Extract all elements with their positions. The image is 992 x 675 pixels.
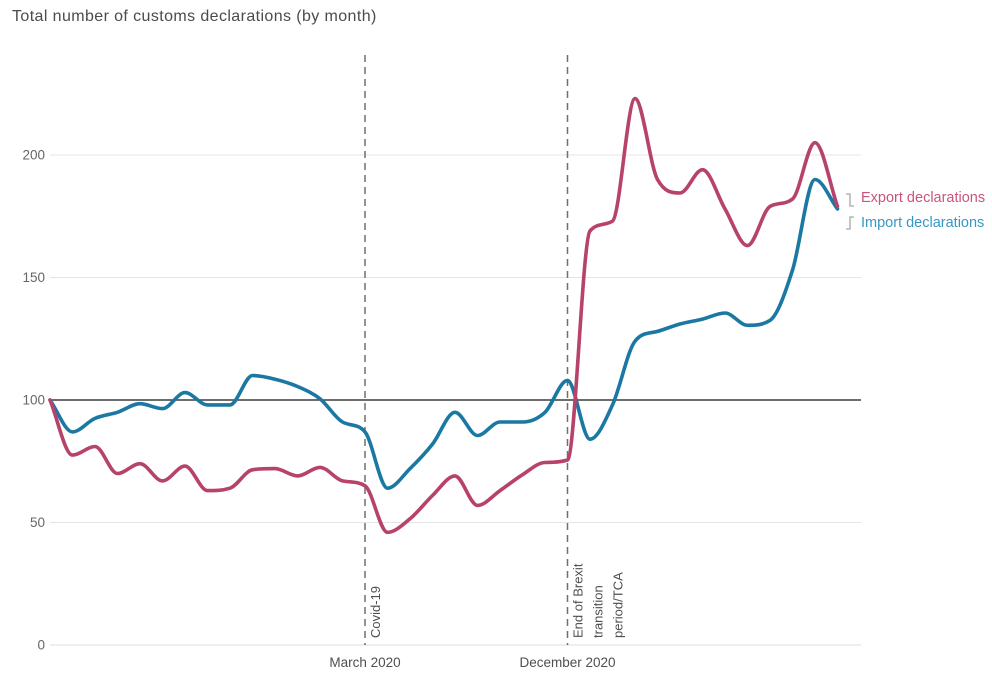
import-legend-bracket xyxy=(846,216,854,230)
export-legend-label: Export declarations xyxy=(861,190,985,206)
export-legend-bracket xyxy=(846,193,854,207)
chart-title: Total number of customs declarations (by… xyxy=(12,8,377,25)
import-declarations-line xyxy=(48,177,840,490)
event-annotations: March 2020 Covid-19 December 2020 End of Br… xyxy=(329,55,626,670)
legend: Export declarations Import declarations xyxy=(846,190,985,231)
y-axis-tick-label: 50 xyxy=(30,515,45,530)
y-axis-tick-label: 200 xyxy=(22,148,45,163)
event-annotation-label: transition xyxy=(591,585,606,638)
x-axis-label: December 2020 xyxy=(519,655,615,670)
import-legend-label: Import declarations xyxy=(861,215,984,231)
event-annotation-label: End of Brexit xyxy=(571,563,586,638)
y-axis-tick-label: 150 xyxy=(22,270,45,285)
event-annotation-label: Covid-19 xyxy=(368,586,383,638)
event-annotation-label: period/TCA xyxy=(611,572,626,638)
y-axis-tick-label: 100 xyxy=(22,393,45,408)
y-axis-tick-labels: 0 50 100 150 200 xyxy=(22,148,45,653)
x-axis-label: March 2020 xyxy=(329,655,400,670)
export-declarations-line xyxy=(48,96,840,535)
gridlines xyxy=(50,154,861,646)
y-axis-tick-label: 0 xyxy=(37,638,45,653)
